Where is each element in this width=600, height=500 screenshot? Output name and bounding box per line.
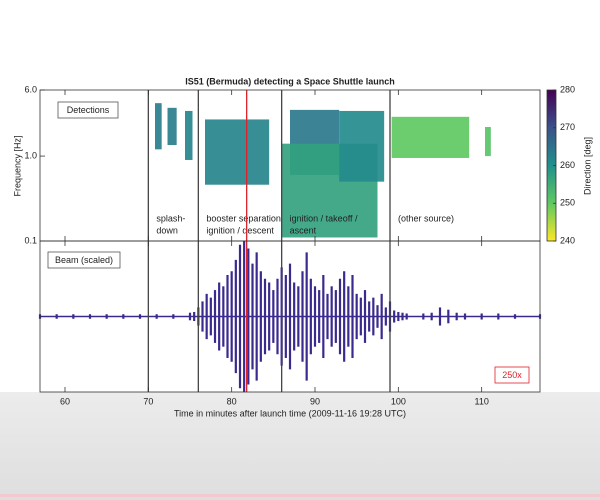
detection: [391, 116, 470, 158]
detection: [155, 103, 162, 150]
plot-overlay: splash-down booster separation ignition / …: [24, 84, 575, 406]
event-label: booster separation: [206, 213, 281, 223]
detection: [485, 127, 491, 157]
x-axis-label: Time in minutes after launch time (2009-…: [174, 408, 406, 418]
event-label: ignition / takeoff /: [290, 213, 358, 223]
detection: [205, 119, 270, 185]
x-tick-label: 100: [391, 396, 406, 406]
colorbar-tick-label: 260: [560, 160, 575, 170]
beam-scale-label-box: [494, 366, 530, 384]
event-label: (other source): [398, 213, 454, 223]
x-tick-label: 70: [143, 396, 153, 406]
colorbar-tick-label: 270: [560, 122, 575, 132]
beam-label-box: [47, 251, 121, 269]
screen-edge: [0, 494, 600, 497]
y-axis-label: Frequency [Hz]: [12, 135, 22, 196]
colorbar-tick-label: 240: [560, 235, 575, 245]
chart-title: IS51 (Bermuda) detecting a Space Shuttle…: [185, 76, 395, 86]
event-label: down: [156, 225, 178, 235]
y-tick-label: 0.1: [24, 235, 37, 245]
screen-shade: [0, 392, 600, 500]
colorbar-label: Direction [deg]: [582, 137, 592, 195]
x-tick-label: 90: [310, 396, 320, 406]
event-label: splash-: [156, 213, 185, 223]
panel-border: [39, 240, 541, 393]
x-tick-label: 110: [474, 396, 488, 406]
detection: [167, 107, 177, 146]
event-label: ascent: [290, 225, 317, 235]
detection: [339, 110, 385, 182]
y-tick-label: 1.0: [24, 150, 37, 160]
y-tick-label: 6.0: [24, 84, 37, 94]
beam-scale-label: 250x: [502, 370, 522, 380]
plot-marks: [38, 103, 542, 392]
x-tick-label: 60: [60, 396, 70, 406]
detection: [185, 110, 193, 160]
beam-label: Beam (scaled): [55, 255, 113, 265]
x-tick-label: 80: [227, 396, 237, 406]
detections-label-box: [57, 101, 119, 119]
event-label: ignition / descent: [206, 225, 274, 235]
colorbar-tick-label: 280: [560, 84, 575, 94]
colorbar-tick-label: 250: [560, 198, 575, 208]
detections-label: Detections: [67, 105, 110, 115]
